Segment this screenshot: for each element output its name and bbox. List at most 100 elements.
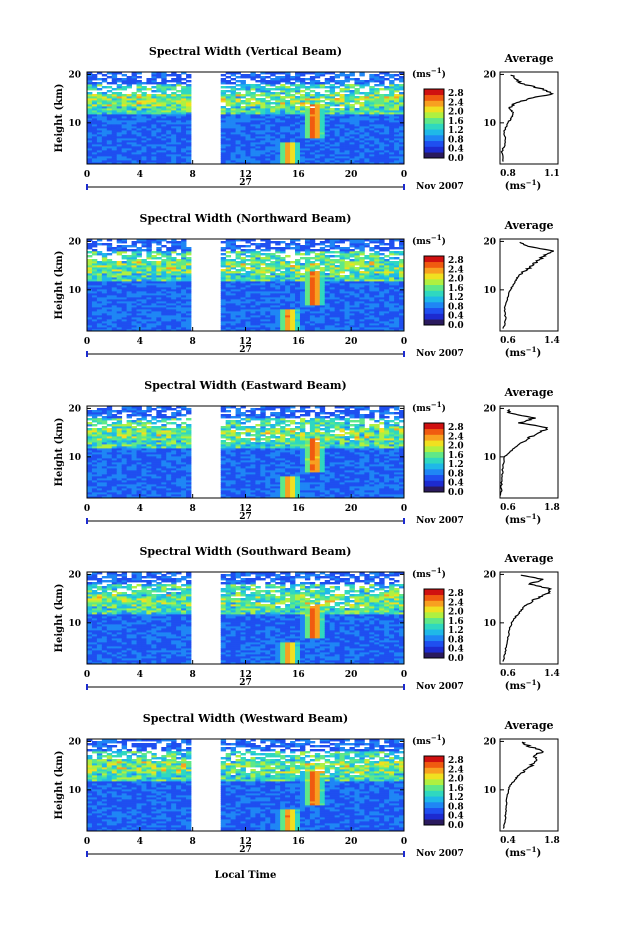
heatmap-cell <box>220 269 227 272</box>
heatmap-cell <box>344 317 350 320</box>
heatmap-cell <box>364 257 370 260</box>
x-tick-label: 0 <box>401 170 407 180</box>
heatmap-cell <box>319 309 326 312</box>
heatmap-cell <box>235 265 241 268</box>
heatmap-cell <box>349 134 355 137</box>
heatmap-cell <box>275 259 281 262</box>
heatmap-cell <box>146 100 152 103</box>
heatmap-cell <box>324 289 331 292</box>
heatmap-cell <box>319 144 326 147</box>
heatmap-cell <box>245 92 251 95</box>
heatmap-cell <box>235 114 241 117</box>
heatmap-cell <box>399 96 405 99</box>
heatmap-cell <box>131 146 137 149</box>
heatmap-cell <box>295 303 301 306</box>
heatmap-cell <box>334 144 341 147</box>
heatmap-cell <box>87 96 93 99</box>
heatmap-cell <box>270 265 276 268</box>
heatmap-cell <box>131 102 137 105</box>
heatmap-cell <box>141 277 147 280</box>
heatmap-cell <box>329 96 336 99</box>
heatmap-cell <box>111 122 118 125</box>
heatmap-cell <box>176 269 182 272</box>
heatmap-cell <box>126 104 132 107</box>
heatmap-cell <box>394 307 400 310</box>
heatmap-cell <box>314 297 321 300</box>
heatmap-cell <box>121 128 128 131</box>
heatmap-cell <box>136 281 142 284</box>
heatmap-cell <box>161 239 167 242</box>
heatmap-cell <box>116 162 123 165</box>
heatmap-cell <box>285 96 291 99</box>
heatmap-cell <box>399 92 405 95</box>
heatmap-cell <box>245 325 251 328</box>
heatmap-cell <box>334 110 341 113</box>
heatmap-cell <box>309 102 316 105</box>
heatmap-cell <box>304 289 311 292</box>
heatmap-cell <box>230 104 236 107</box>
heatmap-cell <box>141 88 147 91</box>
heatmap-cell <box>230 311 236 314</box>
heatmap-cell <box>186 96 192 99</box>
heatmap-cell <box>364 301 370 304</box>
heatmap-cell <box>146 297 152 300</box>
heatmap-cell <box>359 311 365 314</box>
heatmap-cell <box>265 301 271 304</box>
heatmap-cell <box>329 303 336 306</box>
heatmap-cell <box>364 106 370 109</box>
heatmap-cell <box>131 112 137 115</box>
heatmap-cell <box>339 156 345 159</box>
heatmap-cell <box>304 156 311 159</box>
heatmap-cell <box>339 325 345 328</box>
heatmap-cell <box>235 329 241 332</box>
heatmap-cell <box>364 245 370 248</box>
heatmap-cell <box>131 243 137 246</box>
heatmap-cell <box>354 321 360 324</box>
heatmap-cell <box>245 116 251 119</box>
heatmap-cell <box>319 120 326 123</box>
heatmap-cell <box>111 162 118 165</box>
heatmap-cell <box>270 311 276 314</box>
heatmap-cell <box>181 317 187 320</box>
heatmap-cell <box>151 239 157 242</box>
heatmap-cell <box>230 126 236 129</box>
heatmap-cell <box>250 299 256 302</box>
heatmap-cell <box>111 261 118 264</box>
heatmap-cell <box>131 323 137 326</box>
heatmap-cell <box>151 323 157 326</box>
heatmap-cell <box>116 132 123 135</box>
heatmap-cell <box>176 116 182 119</box>
heatmap-cell <box>230 160 236 163</box>
heatmap-cell <box>280 132 286 135</box>
heatmap-cell <box>230 86 236 89</box>
heatmap-cell <box>116 92 123 95</box>
heatmap-cell <box>329 273 336 276</box>
heatmap-cell <box>265 279 271 282</box>
heatmap-cell <box>166 162 172 165</box>
heatmap-cell <box>304 307 311 310</box>
heatmap-cell <box>290 84 296 87</box>
heatmap-cell <box>156 299 162 302</box>
heatmap-cell <box>161 140 167 143</box>
heatmap-cell <box>339 315 345 318</box>
heatmap-cell <box>299 110 306 113</box>
heatmap-cell <box>354 134 360 137</box>
heatmap-cell <box>121 112 128 115</box>
heatmap-cell <box>91 285 98 288</box>
heatmap-cell <box>250 275 256 278</box>
heatmap-cell <box>181 92 187 95</box>
heatmap-cell <box>349 84 355 87</box>
heatmap-cell <box>171 323 177 326</box>
heatmap-cell <box>334 271 341 274</box>
heatmap-cell <box>265 321 271 324</box>
heatmap-cell <box>91 146 98 149</box>
heatmap-cell <box>349 92 355 95</box>
heatmap-cell <box>230 261 236 264</box>
average-y-tick-label: 10 <box>483 286 496 296</box>
heatmap-cell <box>96 307 103 310</box>
heatmap-cell <box>314 275 321 278</box>
heatmap-cell <box>101 108 108 111</box>
heatmap-cell <box>275 261 281 264</box>
heatmap-cell <box>369 112 375 115</box>
heatmap-cell <box>384 126 390 129</box>
